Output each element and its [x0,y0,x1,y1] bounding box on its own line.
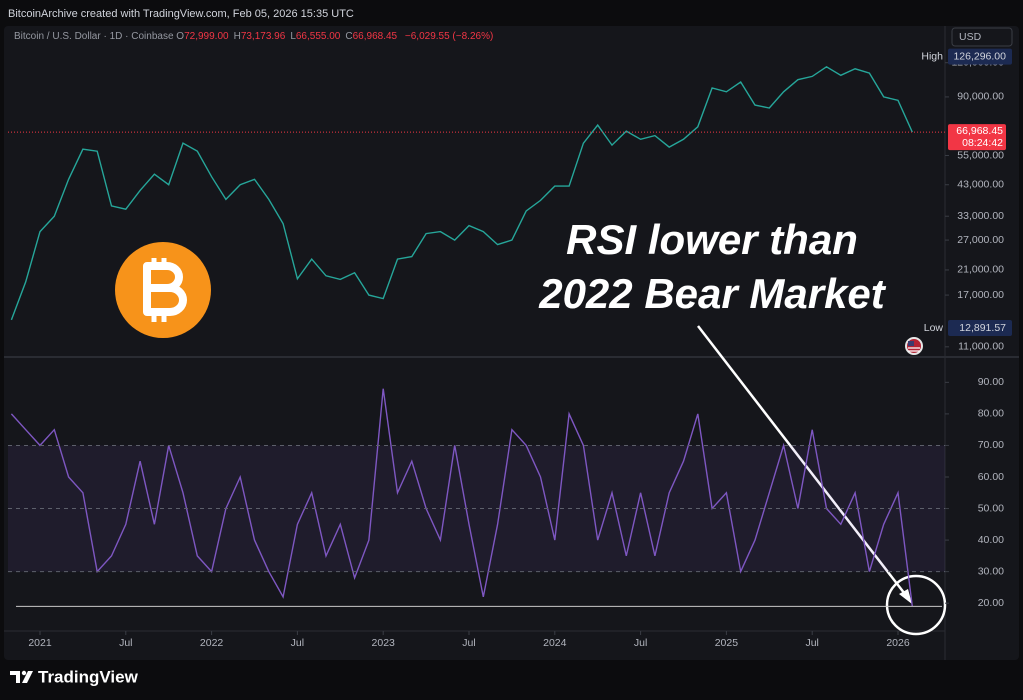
marker-value: 126,296.00 [953,50,1006,62]
y-tick-label: 20.00 [978,597,1004,609]
x-tick-label: 2025 [715,637,739,649]
x-tick-label: 2022 [200,637,224,649]
marker-value: 12,891.57 [959,322,1006,334]
ohlc-key: H [233,31,241,42]
y-tick-label: 30.00 [978,565,1004,577]
y-tick-label: 80.00 [978,408,1004,420]
marker-label: High [921,50,943,62]
series-line [10,388,913,607]
y-tick-label: 70.00 [978,439,1004,451]
symbol: Bitcoin / U.S. Dollar · 1D · Coinbase [14,31,174,42]
currency: USD [959,31,982,43]
y-tick-label: 11,000.00 [958,341,1004,353]
y-tick-label: 27,000.00 [957,234,1004,246]
series-line [10,65,913,321]
x-tick-label: 2021 [28,637,52,649]
ohlc-key: C [345,31,353,42]
ohlc-value: 66,555.00 [295,31,341,42]
marker-box [948,48,1012,65]
ohlc-key: L [290,31,296,42]
ohlc-value: 66,968.45 [352,31,398,42]
x-tick-label: Jul [291,637,304,649]
y-tick-label: 90,000.00 [957,91,1004,103]
flag-icon [905,337,923,355]
x-tick-label: 2023 [372,637,396,649]
last-price-box [948,124,1006,151]
y-tick-label: 55,000.00 [957,149,1004,161]
y-tick-label: 21,000.00 [957,264,1004,276]
watermark: BitcoinArchive created with TradingView.… [8,8,354,20]
logo-text: TradingView [38,667,139,686]
x-tick-label: Jul [805,637,818,649]
change: −6,029.55 (−8.26%) [404,31,494,42]
annotation-line: 2022 Bear Market [538,270,887,317]
ohlc: O72,999.00 H73,173.96 L66,555.00 C66,968.45 [176,31,402,42]
ohlc-value: 73,173.96 [240,31,286,42]
y-tick-label: 43,000.00 [957,179,1004,191]
x-tick-label: Jul [119,637,132,649]
y-tick-label: 33,000.00 [957,210,1004,222]
plot-layer [10,65,913,607]
symbol-line: Bitcoin / U.S. Dollar · 1D · Coinbase O7… [14,31,498,42]
annotation-line: RSI lower than [566,216,858,263]
ohlc-value: 72,999.00 [184,31,229,42]
x-tick-label: 2026 [886,637,910,649]
x-tick-label: 2024 [543,637,567,649]
x-tick-label: Jul [634,637,647,649]
x-tick-label: Jul [462,637,475,649]
rsi-band-fill [8,445,945,572]
countdown: 08:24:42 [962,137,1003,149]
annotation-arrow [697,325,947,636]
tradingview-icon [10,670,33,683]
y-tick-label: 60.00 [978,471,1004,483]
y-tick-label: 50.00 [978,502,1004,514]
marker-label: Low [924,322,944,334]
marker-box [948,319,1012,336]
bitcoin-logo [115,242,211,338]
currency-box [951,27,1013,47]
ohlc-key: O [176,31,185,42]
last-price-label: 66,968.45 [956,125,1003,137]
y-tick-label: 90.00 [978,376,1004,388]
y-tick-label: 17,000.00 [957,289,1004,301]
y-tick-label: 40.00 [978,534,1004,546]
